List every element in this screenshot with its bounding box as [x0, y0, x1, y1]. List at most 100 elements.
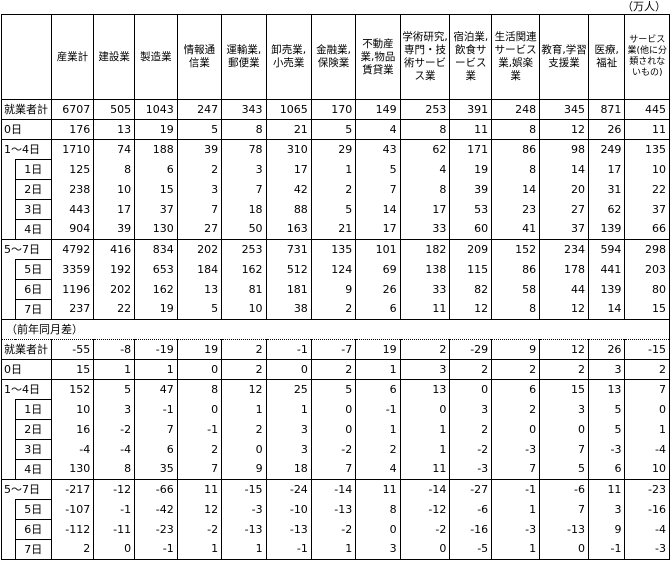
value-cell: 203: [624, 259, 670, 280]
value-cell: 1065: [265, 99, 312, 120]
indent-cell: [1, 519, 16, 540]
value-cell: 1: [310, 159, 357, 180]
column-header: 生活関連サービス業,娯楽業: [491, 14, 541, 100]
value-cell: -13: [310, 499, 357, 520]
value-cell: 7: [539, 499, 589, 520]
value-cell: 0: [399, 399, 451, 420]
value-cell: -1: [491, 479, 541, 500]
value-cell: 6707: [50, 99, 95, 120]
row-label: 就業者計: [1, 99, 52, 120]
value-cell: 17: [587, 159, 626, 180]
column-header: 製造業: [134, 14, 178, 100]
indent-cell: [1, 259, 16, 280]
value-cell: 135: [310, 239, 357, 260]
value-cell: 21: [310, 219, 357, 240]
value-cell: 20: [539, 179, 589, 200]
value-cell: 1043: [134, 99, 178, 120]
value-cell: 10: [221, 299, 267, 320]
value-cell: 16: [50, 419, 95, 440]
value-cell: 253: [399, 99, 451, 120]
value-cell: 184: [176, 259, 223, 280]
value-cell: 4: [355, 459, 401, 480]
row-label: 5～7日: [1, 239, 52, 260]
indent-cell: [1, 299, 16, 320]
value-cell: 9: [587, 519, 626, 540]
value-cell: 176: [50, 119, 95, 140]
value-cell: 43: [355, 139, 401, 160]
value-cell: -10: [265, 499, 312, 520]
value-cell: 62: [587, 199, 626, 220]
value-cell: 8: [491, 299, 541, 320]
table-row: 5～7日 4792 416 834 202 253 731 135 101 182 209 152 23…: [1, 239, 670, 260]
value-cell: 594: [587, 239, 626, 260]
value-cell: 5: [310, 119, 357, 140]
value-cell: 13: [176, 279, 223, 300]
value-cell: -1: [587, 539, 626, 560]
value-cell: 98: [539, 139, 589, 160]
value-cell: 8: [93, 159, 136, 180]
value-cell: 731: [265, 239, 312, 260]
value-cell: -1: [134, 399, 178, 420]
value-cell: 38: [265, 299, 312, 320]
value-cell: 11: [355, 479, 401, 500]
value-cell: 80: [624, 279, 670, 300]
column-header: 産業計: [50, 14, 95, 100]
value-cell: 188: [134, 139, 178, 160]
value-cell: -2: [449, 439, 493, 460]
value-cell: 15: [134, 179, 178, 200]
diff-row: 就業者計 -55 -8 -19 19 2 -1 -7 19 2 -29 9 12 26 -15: [1, 339, 670, 360]
value-cell: -3: [491, 519, 541, 540]
value-cell: 3: [539, 399, 589, 420]
row-label: 5日: [14, 499, 52, 520]
row-label: 7日: [14, 539, 52, 560]
value-cell: -13: [539, 519, 589, 540]
value-cell: -3: [624, 539, 670, 560]
value-cell: 7: [176, 459, 223, 480]
column-header: 宿泊業,飲食サービス業: [449, 14, 493, 100]
value-cell: -16: [449, 519, 493, 540]
value-cell: 18: [265, 459, 312, 480]
value-cell: 10: [93, 179, 136, 200]
value-cell: 10: [624, 459, 670, 480]
value-cell: 8: [93, 459, 136, 480]
value-cell: 8: [176, 379, 223, 400]
value-cell: 441: [587, 259, 626, 280]
value-cell: 78: [221, 139, 267, 160]
diff-row: 5～7日 -217 -12 -66 11 -15 -24 -14 11 -14 -27 -1 -6 11-…: [1, 479, 670, 500]
value-cell: -14: [399, 479, 451, 500]
value-cell: 11: [176, 479, 223, 500]
value-cell: 1: [221, 399, 267, 420]
indent-cell: [1, 219, 16, 240]
value-cell: 149: [355, 99, 401, 120]
value-cell: 391: [449, 99, 493, 120]
value-cell: 7: [176, 199, 223, 220]
value-cell: 3: [221, 159, 267, 180]
value-cell: 202: [176, 239, 223, 260]
value-cell: 152: [50, 379, 95, 400]
row-label: 5～7日: [1, 479, 52, 500]
value-cell: -217: [50, 479, 95, 500]
value-cell: 653: [134, 259, 178, 280]
row-label: 0日: [1, 359, 52, 380]
value-cell: 4: [355, 119, 401, 140]
value-cell: 5: [176, 299, 223, 320]
value-cell: -2: [399, 519, 451, 540]
value-cell: 88: [265, 199, 312, 220]
value-cell: 0: [399, 539, 451, 560]
value-cell: 26: [587, 119, 626, 140]
value-cell: 2: [539, 359, 589, 380]
value-cell: 234: [539, 239, 589, 260]
value-cell: -5: [449, 539, 493, 560]
value-cell: -1: [265, 539, 312, 560]
value-cell: 86: [491, 259, 541, 280]
value-cell: 2: [310, 179, 357, 200]
value-cell: 7: [491, 459, 541, 480]
table-row: 6日 1196 202 162 13 81 181 9 26 33 82 58 44 139 80: [1, 279, 670, 300]
column-header: 情報通信業: [176, 14, 223, 100]
row-label: 2日: [14, 419, 52, 440]
value-cell: 23: [491, 199, 541, 220]
indent-cell: [1, 539, 16, 560]
value-cell: -13: [265, 519, 312, 540]
value-cell: 182: [399, 239, 451, 260]
value-cell: 14: [539, 159, 589, 180]
